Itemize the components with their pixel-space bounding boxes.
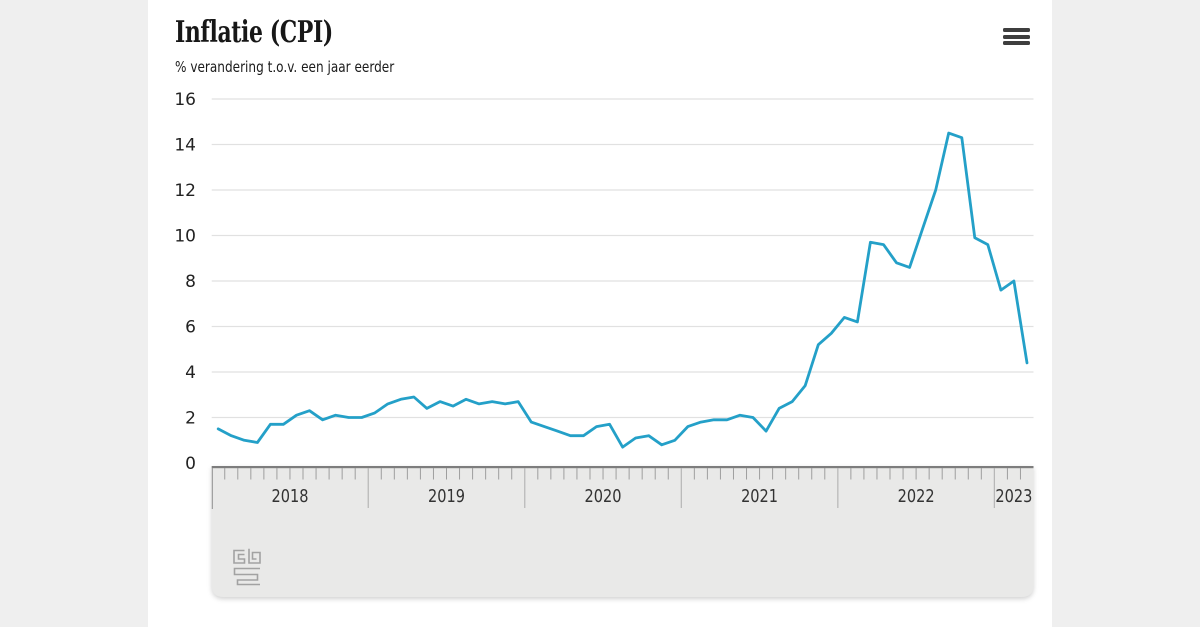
chart-title: Inflatie (CPI) — [175, 15, 333, 50]
cbs-logo-letter-c — [233, 549, 246, 564]
page-background-right — [1052, 0, 1200, 627]
x-axis-line — [211, 466, 1034, 469]
y-axis-label: 14 — [174, 136, 196, 156]
hamburger-menu-icon — [1003, 28, 1030, 46]
y-axis-label: 2 — [185, 409, 196, 429]
menu-bar — [1003, 34, 1030, 39]
year-label: 2020 — [585, 487, 622, 507]
year-label: 2018 — [271, 487, 308, 507]
menu-bar — [1003, 28, 1030, 32]
page-background-left — [0, 0, 148, 627]
y-axis-label: 0 — [185, 454, 196, 474]
x-axis-band — [211, 466, 1034, 597]
year-label: 2019 — [428, 487, 465, 507]
y-axis-label: 4 — [185, 363, 196, 383]
y-axis-label: 16 — [174, 90, 196, 110]
cbs-logo — [233, 548, 261, 586]
chart-subtitle: % verandering t.o.v. een jaar eerder — [175, 58, 395, 76]
year-label: 2022 — [898, 487, 935, 507]
cbs-logo-letter-b — [248, 548, 261, 564]
year-label: 2023 — [995, 487, 1032, 507]
y-axis-label: 6 — [185, 318, 196, 338]
menu-button[interactable] — [1003, 28, 1030, 50]
y-axis-label: 8 — [185, 272, 196, 292]
y-axis-label: 12 — [174, 181, 196, 201]
cbs-logo-letter-s — [233, 567, 260, 586]
menu-bar — [1003, 41, 1030, 46]
inflation-line — [216, 131, 1029, 449]
y-axis-label: 10 — [174, 227, 196, 247]
year-label: 2021 — [741, 487, 778, 507]
